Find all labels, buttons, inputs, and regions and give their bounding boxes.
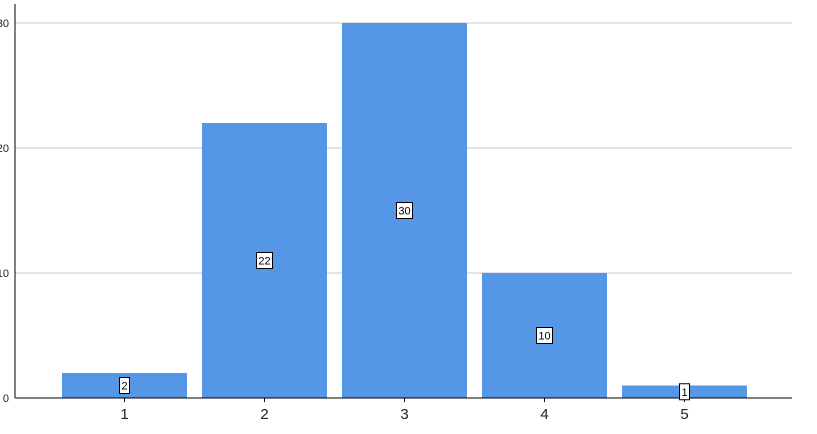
x-tick-label-1: 1 (120, 406, 128, 423)
x-tick-label-3: 3 (400, 406, 408, 423)
data-label-4: 10 (538, 331, 550, 343)
x-tick-label-2: 2 (260, 406, 268, 423)
data-label-box-2 (256, 252, 273, 269)
data-label-1: 2 (121, 381, 127, 393)
data-label-box-3 (396, 202, 413, 219)
y-tick-label-30: 30 (0, 18, 9, 30)
y-tick-label-10: 10 (0, 268, 9, 280)
data-label-2: 22 (258, 256, 270, 268)
x-tick-label-4: 4 (540, 406, 548, 423)
x-tick-label-5: 5 (680, 406, 688, 423)
data-label-box-5 (679, 383, 690, 401)
y-tick-label-20: 20 (0, 143, 9, 155)
data-label-3: 30 (398, 206, 410, 218)
data-label-box-1 (119, 377, 130, 394)
axes: 0 10 20 30 1 2 3 4 5 (0, 4, 792, 423)
data-label-box-4 (536, 327, 553, 344)
y-tick-label-0: 0 (3, 393, 9, 405)
data-label-5: 1 (681, 387, 687, 399)
